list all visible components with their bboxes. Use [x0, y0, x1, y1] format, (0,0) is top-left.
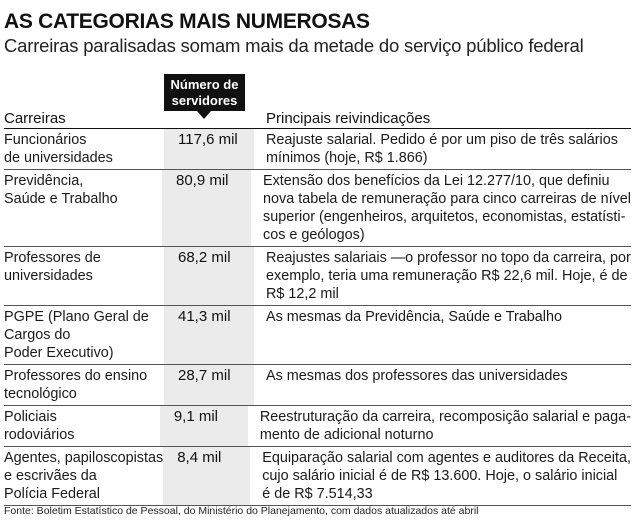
- header-reivindicacoes: Principais reivindicações: [266, 110, 430, 127]
- reivindicacao-line: Equiparação salarial com agentes e audit…: [262, 449, 631, 467]
- servidores-cell: 8,4 mil: [163, 447, 250, 505]
- carreira-line: Professores do ensino: [4, 367, 164, 385]
- reivindicacao-cell: Equiparação salarial com agentes e audit…: [250, 447, 631, 505]
- reivindicacao-cell: Reajuste salarial. Pedido é por um piso …: [254, 129, 631, 169]
- carreira-line: Cargos do: [4, 326, 164, 344]
- reivindicacao-cell: As mesmas da Previdência, Saúde e Trabal…: [254, 306, 631, 364]
- carreira-line: Saúde e Trabalho: [4, 190, 162, 208]
- carreira-cell: Policiais rodoviários: [4, 406, 160, 446]
- carreira-line: tecnológico: [4, 385, 164, 403]
- servidores-cell: 28,7 mil: [164, 365, 254, 405]
- carreira-cell: Professores de universidades: [4, 247, 164, 305]
- carreira-line: rodoviários: [4, 426, 160, 444]
- servidores-cell: 41,3 mil: [164, 306, 254, 364]
- header-carreiras: Carreiras: [4, 110, 66, 127]
- carreira-line: universidades: [4, 267, 164, 285]
- reivindicacao-line: nova tabela de remuneração para cinco ca…: [263, 190, 631, 208]
- servidores-cell: 117,6 mil: [164, 129, 254, 169]
- carreira-cell: Funcionários de universidades: [4, 129, 164, 169]
- table-row: Previdência, Saúde e Trabalho 80,9 mil Exte…: [4, 170, 631, 247]
- carreira-cell: Previdência, Saúde e Trabalho: [4, 170, 162, 246]
- badge-pointer: [197, 111, 211, 119]
- reivindicacao-line: As mesmas dos professores das universida…: [266, 367, 631, 385]
- carreira-line: Funcionários: [4, 131, 164, 149]
- page-subtitle: Carreiras paralisadas somam mais da meta…: [4, 35, 584, 57]
- reivindicacao-cell: Reajustes salariais —o professor no topo…: [254, 247, 631, 305]
- carreira-line: Policiais: [4, 408, 160, 426]
- servidores-cell: 9,1 mil: [160, 406, 248, 446]
- carreira-cell: Professores do ensino tecnológico: [4, 365, 164, 405]
- carreira-line: Poder Executivo): [4, 344, 164, 362]
- carreira-cell: Agentes, papiloscopistas e escrivães da Po…: [4, 447, 163, 505]
- reivindicacao-line: superior (engenheiros, arquitetos, econo…: [263, 208, 631, 226]
- reivindicacao-line: Reajustes salariais —o professor no topo…: [266, 249, 631, 267]
- reivindicacao-line: Extensão dos benefícios da Lei 12.277/10…: [263, 172, 631, 190]
- table-row: Agentes, papiloscopistas e escrivães da Po…: [4, 447, 631, 506]
- reivindicacao-line: exemplo, teria uma remuneração R$ 22,6 m…: [266, 267, 631, 285]
- badge-line-1: Número de: [164, 77, 245, 93]
- carreira-line: PGPE (Plano Geral de: [4, 308, 164, 326]
- carreira-cell: PGPE (Plano Geral de Cargos do Poder Execu…: [4, 306, 164, 364]
- header-servidores-badge: Número de servidores: [164, 74, 245, 111]
- carreira-line: Previdência,: [4, 172, 162, 190]
- source-note: Fonte: Boletim Estatístico de Pessoal, d…: [4, 505, 479, 517]
- table-row: Professores de universidades 68,2 mil Reaju…: [4, 247, 631, 306]
- carreira-line: de universidades: [4, 149, 164, 167]
- reivindicacao-line: Reajuste salarial. Pedido é por um piso …: [266, 131, 631, 149]
- badge-line-2: servidores: [164, 93, 245, 109]
- carreira-line: Professores de: [4, 249, 164, 267]
- carreira-line: Polícia Federal: [4, 485, 163, 503]
- table-row: Policiais rodoviários 9,1 mil Reestruturaçã…: [4, 406, 631, 447]
- servidores-cell: 68,2 mil: [164, 247, 254, 305]
- table-row: PGPE (Plano Geral de Cargos do Poder Execu…: [4, 306, 631, 365]
- categories-table: Funcionários de universidades 117,6 mil Rea…: [4, 128, 631, 506]
- reivindicacao-line: cos e geólogos): [263, 226, 631, 244]
- table-row: Funcionários de universidades 117,6 mil Rea…: [4, 129, 631, 170]
- reivindicacao-line: R$ 12,2 mil: [266, 285, 631, 303]
- reivindicacao-line: Reestruturação da carreira, recomposição…: [260, 408, 631, 426]
- reivindicacao-line: cujo salário inicial é de R$ 13.600. Hoj…: [262, 467, 631, 485]
- table-row: Professores do ensino tecnológico 28,7 mil…: [4, 365, 631, 406]
- carreira-line: Agentes, papiloscopistas: [4, 449, 163, 467]
- reivindicacao-line: As mesmas da Previdência, Saúde e Trabal…: [266, 308, 631, 326]
- reivindicacao-line: mento de adicional noturno: [260, 426, 631, 444]
- reivindicacao-cell: As mesmas dos professores das universida…: [254, 365, 631, 405]
- page-title: AS CATEGORIAS MAIS NUMEROSAS: [4, 10, 370, 34]
- reivindicacao-cell: Extensão dos benefícios da Lei 12.277/10…: [251, 170, 631, 246]
- servidores-cell: 80,9 mil: [162, 170, 251, 246]
- reivindicacao-line: mínimos (hoje, R$ 1.866): [266, 149, 631, 167]
- infographic: AS CATEGORIAS MAIS NUMEROSAS Carreiras p…: [4, 0, 631, 525]
- reivindicacao-line: é de R$ 7.514,33: [262, 485, 631, 503]
- reivindicacao-cell: Reestruturação da carreira, recomposição…: [248, 406, 631, 446]
- carreira-line: e escrivães da: [4, 467, 163, 485]
